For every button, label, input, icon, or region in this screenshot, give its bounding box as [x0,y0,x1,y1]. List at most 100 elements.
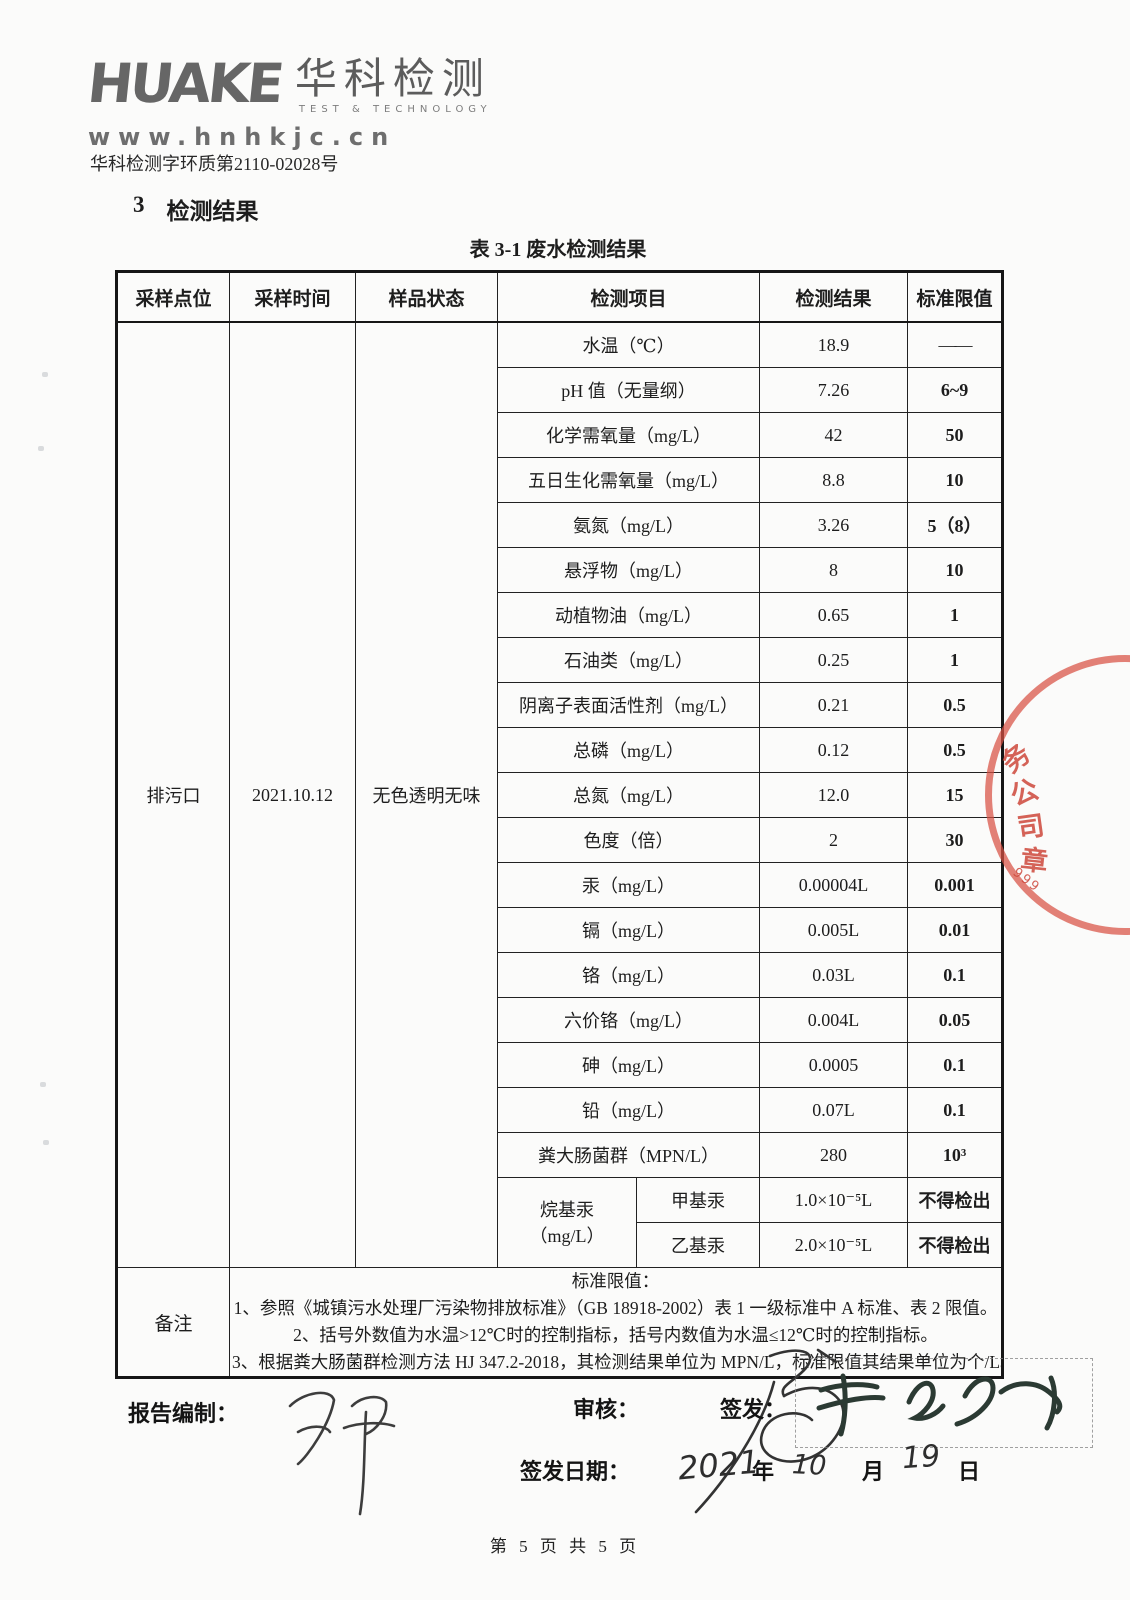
table-row: 砷（mg/L） 0.0005 0.1 [117,1042,1004,1088]
group-label-cell: 烷基汞 （mg/L） [497,1177,637,1268]
scan-artifact [42,372,48,377]
logo-tagline: TEST & TECHNOLOGY [298,104,492,115]
results-table: 采样点位 采样时间 样品状态 检测项目 检测结果 标准限值 排污口 2021.10… [115,270,1005,1379]
item-cell: 五日生化需氧量（mg/L） [496,457,761,503]
item-cell: 铅（mg/L） [496,1087,761,1133]
limit-cell: 0.1 [907,952,1004,998]
seal-character: 司 [1015,810,1047,845]
limit-cell: 1 [907,637,1004,683]
limit-cell: 0.1 [907,1042,1004,1088]
table-row: 乙基汞 2.0×10⁻⁵L 不得检出 [117,1222,1004,1268]
logo-website: www.hnhkjc.cn [88,123,397,151]
limit-cell: 1 [907,592,1004,638]
result-cell: 0.004L [759,997,909,1043]
item-cell: 化学需氧量（mg/L） [496,412,761,458]
item-cell: 六价铬（mg/L） [496,997,761,1043]
sample-point-cell: 排污口 [116,321,230,1268]
limit-cell: 不得检出 [907,1222,1004,1268]
result-cell: 0.12 [759,727,909,773]
item-cell: 悬浮物（mg/L） [496,547,761,593]
item-cell: 粪大肠菌群（MPN/L） [496,1132,761,1178]
scan-artifact [40,1082,46,1087]
result-cell: 1.0×10⁻⁵L [759,1177,909,1223]
header-limit: 标准限值 [907,271,1004,323]
result-cell: 42 [759,412,909,458]
item-cell: 动植物油（mg/L） [496,592,761,638]
item-cell: 镉（mg/L） [496,907,761,953]
table-row: 烷基汞 （mg/L） 甲基汞 1.0×10⁻⁵L 不得检出 [117,1177,1004,1268]
handwritten-day: 19 [900,1438,942,1477]
limit-cell: 0.01 [907,907,1004,953]
month-unit: 月 [862,1459,885,1484]
table-header-row: 采样点位 采样时间 样品状态 检测项目 检测结果 标准限值 [116,271,1004,323]
scan-artifact [43,1140,49,1145]
result-cell: 3.26 [759,502,909,548]
results-tbody: 排污口 2021.10.12 无色透明无味 水温（℃） 18.9 —— pH 值（无量纲） 7… [116,321,1004,1268]
item-cell: 汞（mg/L） [496,862,761,908]
prepared-by-signature [288,1391,396,1516]
result-cell: 2 [759,817,909,863]
item-cell: 总氮（mg/L） [496,772,761,818]
result-cell: 0.07L [759,1087,909,1133]
result-cell: 0.005L [759,907,909,953]
table-row: 动植物油（mg/L） 0.65 1 [117,592,1004,638]
remark-label: 备注 [116,1267,230,1378]
limit-cell: 15 [907,772,1004,818]
seal-ring [985,655,1130,935]
sub-item-cell: 甲基汞 [635,1177,761,1223]
handwritten-year: 2021 [676,1442,761,1488]
item-cell: 水温（℃） [496,321,761,368]
header-sample-state: 样品状态 [355,271,498,323]
header-result: 检测结果 [759,271,909,323]
table-row: 铬（mg/L） 0.03L 0.1 [117,952,1004,998]
table-row: 五日生化需氧量（mg/L） 8.8 10 [117,457,1004,503]
section-heading: 3 检测结果 [133,192,259,226]
result-cell: 280 [759,1132,909,1178]
seal-character: 公 [1006,773,1043,813]
table-row: 石油类（mg/L） 0.25 1 [117,637,1004,683]
issued-by-signature [816,1373,1063,1437]
result-cell: 18.9 [759,321,909,368]
limit-cell: 0.001 [907,862,1004,908]
result-cell: 12.0 [759,772,909,818]
table-row: 铅（mg/L） 0.07L 0.1 [117,1087,1004,1133]
item-cell: 色度（倍） [496,817,761,863]
result-cell: 0.21 [759,682,909,728]
result-cell: 0.0005 [759,1042,909,1088]
result-cell: 0.00004L [759,862,909,908]
section-number: 3 [133,192,145,217]
item-cell: 氨氮（mg/L） [496,502,761,548]
limit-cell: 6~9 [907,367,1004,413]
item-cell: 阴离子表面活性剂（mg/L） [496,682,761,728]
table-caption: 表 3-1 废水检测结果 [469,239,647,261]
result-cell: 0.65 [759,592,909,638]
table-row: 氨氮（mg/L） 3.26 5（8） [117,502,1004,548]
limit-cell: 0.5 [907,682,1004,728]
table-row: 六价铬（mg/L） 0.004L 0.05 [117,997,1004,1043]
limit-cell: 50 [907,412,1004,458]
result-cell: 0.03L [759,952,909,998]
limit-cell: —— [907,321,1004,368]
remark-line: 标准限值： [571,1271,660,1291]
issue-date-label: 签发日期： [520,1459,631,1484]
sample-time-cell: 2021.10.12 [229,321,356,1268]
limit-cell: 0.5 [907,727,1004,773]
limit-cell: 5（8） [907,502,1004,548]
item-cell: 总磷（mg/L） [496,727,761,773]
result-cell: 8.8 [759,457,909,503]
handwritten-month: 10 [791,1449,828,1482]
sample-state-cell: 无色透明无味 [355,321,498,1268]
table-row: 镉（mg/L） 0.005L 0.01 [117,907,1004,953]
remark-line: 2、括号外数值为水温>12℃时的控制指标，括号内数值为水温≤12℃时的控制指标。 [293,1325,938,1345]
remark-line: 1、参照《城镇污水处理厂污染物排放标准》（GB 18918-2002）表 1 一… [233,1298,998,1318]
item-cell: 铬（mg/L） [496,952,761,998]
result-cell: 2.0×10⁻⁵L [759,1222,909,1268]
page-number-footer: 第 5 页 共 5 页 [489,1537,641,1556]
prepared-by-label: 报告编制： [128,1401,239,1426]
item-cell: 砷（mg/L） [496,1042,761,1088]
result-cell: 8 [759,547,909,593]
seal-character: 章 [1019,844,1050,879]
limit-cell: 不得检出 [907,1177,1004,1223]
scan-artifact [38,446,44,451]
